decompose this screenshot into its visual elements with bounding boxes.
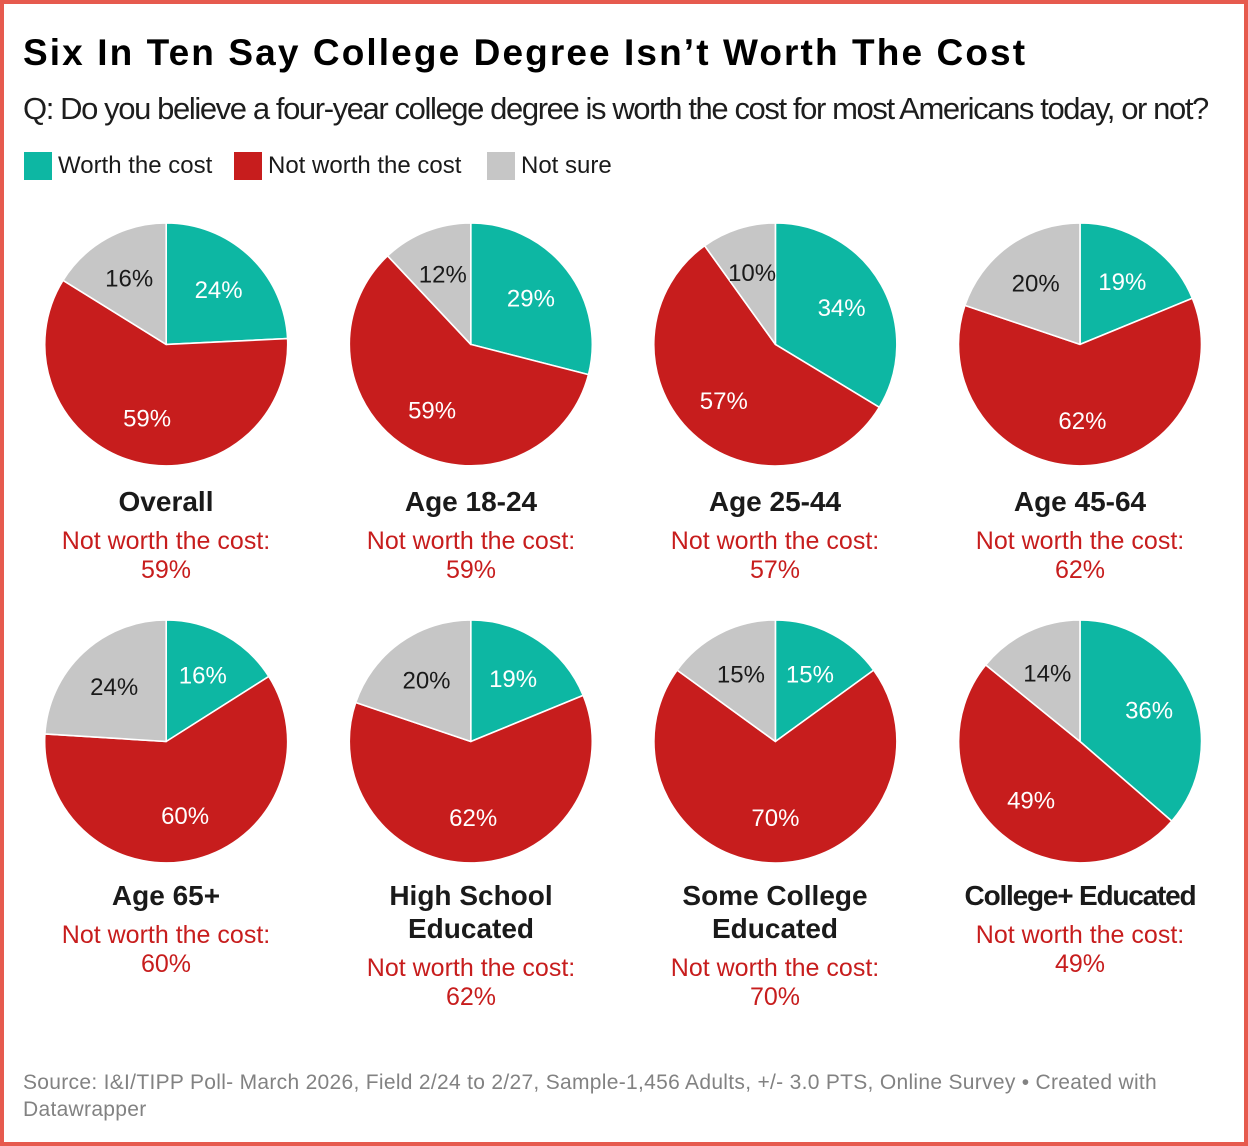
svg-text:20%: 20% — [402, 668, 450, 695]
svg-text:24%: 24% — [195, 277, 243, 304]
svg-text:20%: 20% — [1012, 270, 1060, 297]
svg-text:36%: 36% — [1125, 698, 1173, 725]
svg-text:24%: 24% — [90, 674, 138, 701]
svg-text:62%: 62% — [1058, 408, 1106, 435]
svg-text:59%: 59% — [123, 406, 171, 433]
svg-text:15%: 15% — [717, 662, 765, 689]
svg-text:57%: 57% — [700, 388, 748, 415]
svg-text:60%: 60% — [161, 803, 209, 830]
svg-text:16%: 16% — [179, 663, 227, 690]
svg-text:14%: 14% — [1023, 661, 1071, 688]
svg-text:19%: 19% — [1098, 269, 1146, 296]
svg-text:19%: 19% — [489, 666, 537, 693]
svg-text:70%: 70% — [751, 805, 799, 832]
svg-text:12%: 12% — [419, 262, 467, 289]
svg-text:59%: 59% — [408, 398, 456, 425]
svg-text:29%: 29% — [507, 286, 555, 313]
svg-text:34%: 34% — [818, 295, 866, 322]
svg-text:15%: 15% — [786, 662, 834, 689]
svg-text:16%: 16% — [105, 266, 153, 293]
svg-text:62%: 62% — [449, 805, 497, 832]
svg-text:49%: 49% — [1007, 788, 1055, 815]
svg-text:10%: 10% — [728, 260, 776, 287]
